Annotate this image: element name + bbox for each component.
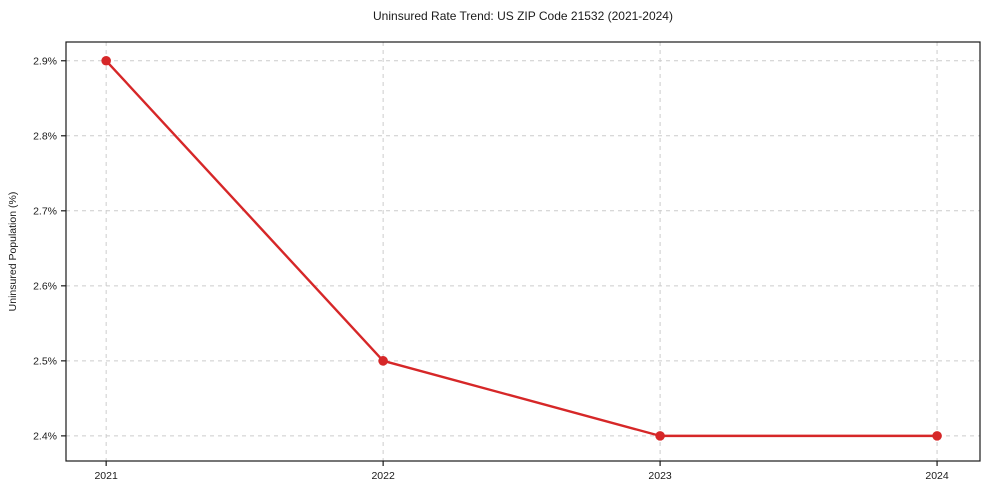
x-tick-label: 2024 xyxy=(925,470,949,482)
data-point xyxy=(655,431,665,441)
y-tick-label: 2.6% xyxy=(33,280,57,292)
y-tick-label: 2.7% xyxy=(33,205,57,217)
plot-border xyxy=(65,41,981,462)
data-point xyxy=(101,55,111,66)
data-line xyxy=(104,59,939,438)
y-tick-label: 2.8% xyxy=(33,130,57,142)
data-point xyxy=(932,431,942,441)
data-point xyxy=(378,356,388,366)
y-tick-label: 2.5% xyxy=(33,355,57,367)
y-tick-label: 2.9% xyxy=(33,55,57,67)
chart-title: Uninsured Rate Trend: US ZIP Code 21532 … xyxy=(373,9,673,23)
x-tick-label: 2022 xyxy=(371,470,395,482)
x-tick-label: 2023 xyxy=(648,470,672,482)
y-tick-label: 2.4% xyxy=(33,430,57,442)
x-tick-label: 2021 xyxy=(94,470,118,482)
y-axis-label: Uninsured Population (%) xyxy=(7,192,19,312)
